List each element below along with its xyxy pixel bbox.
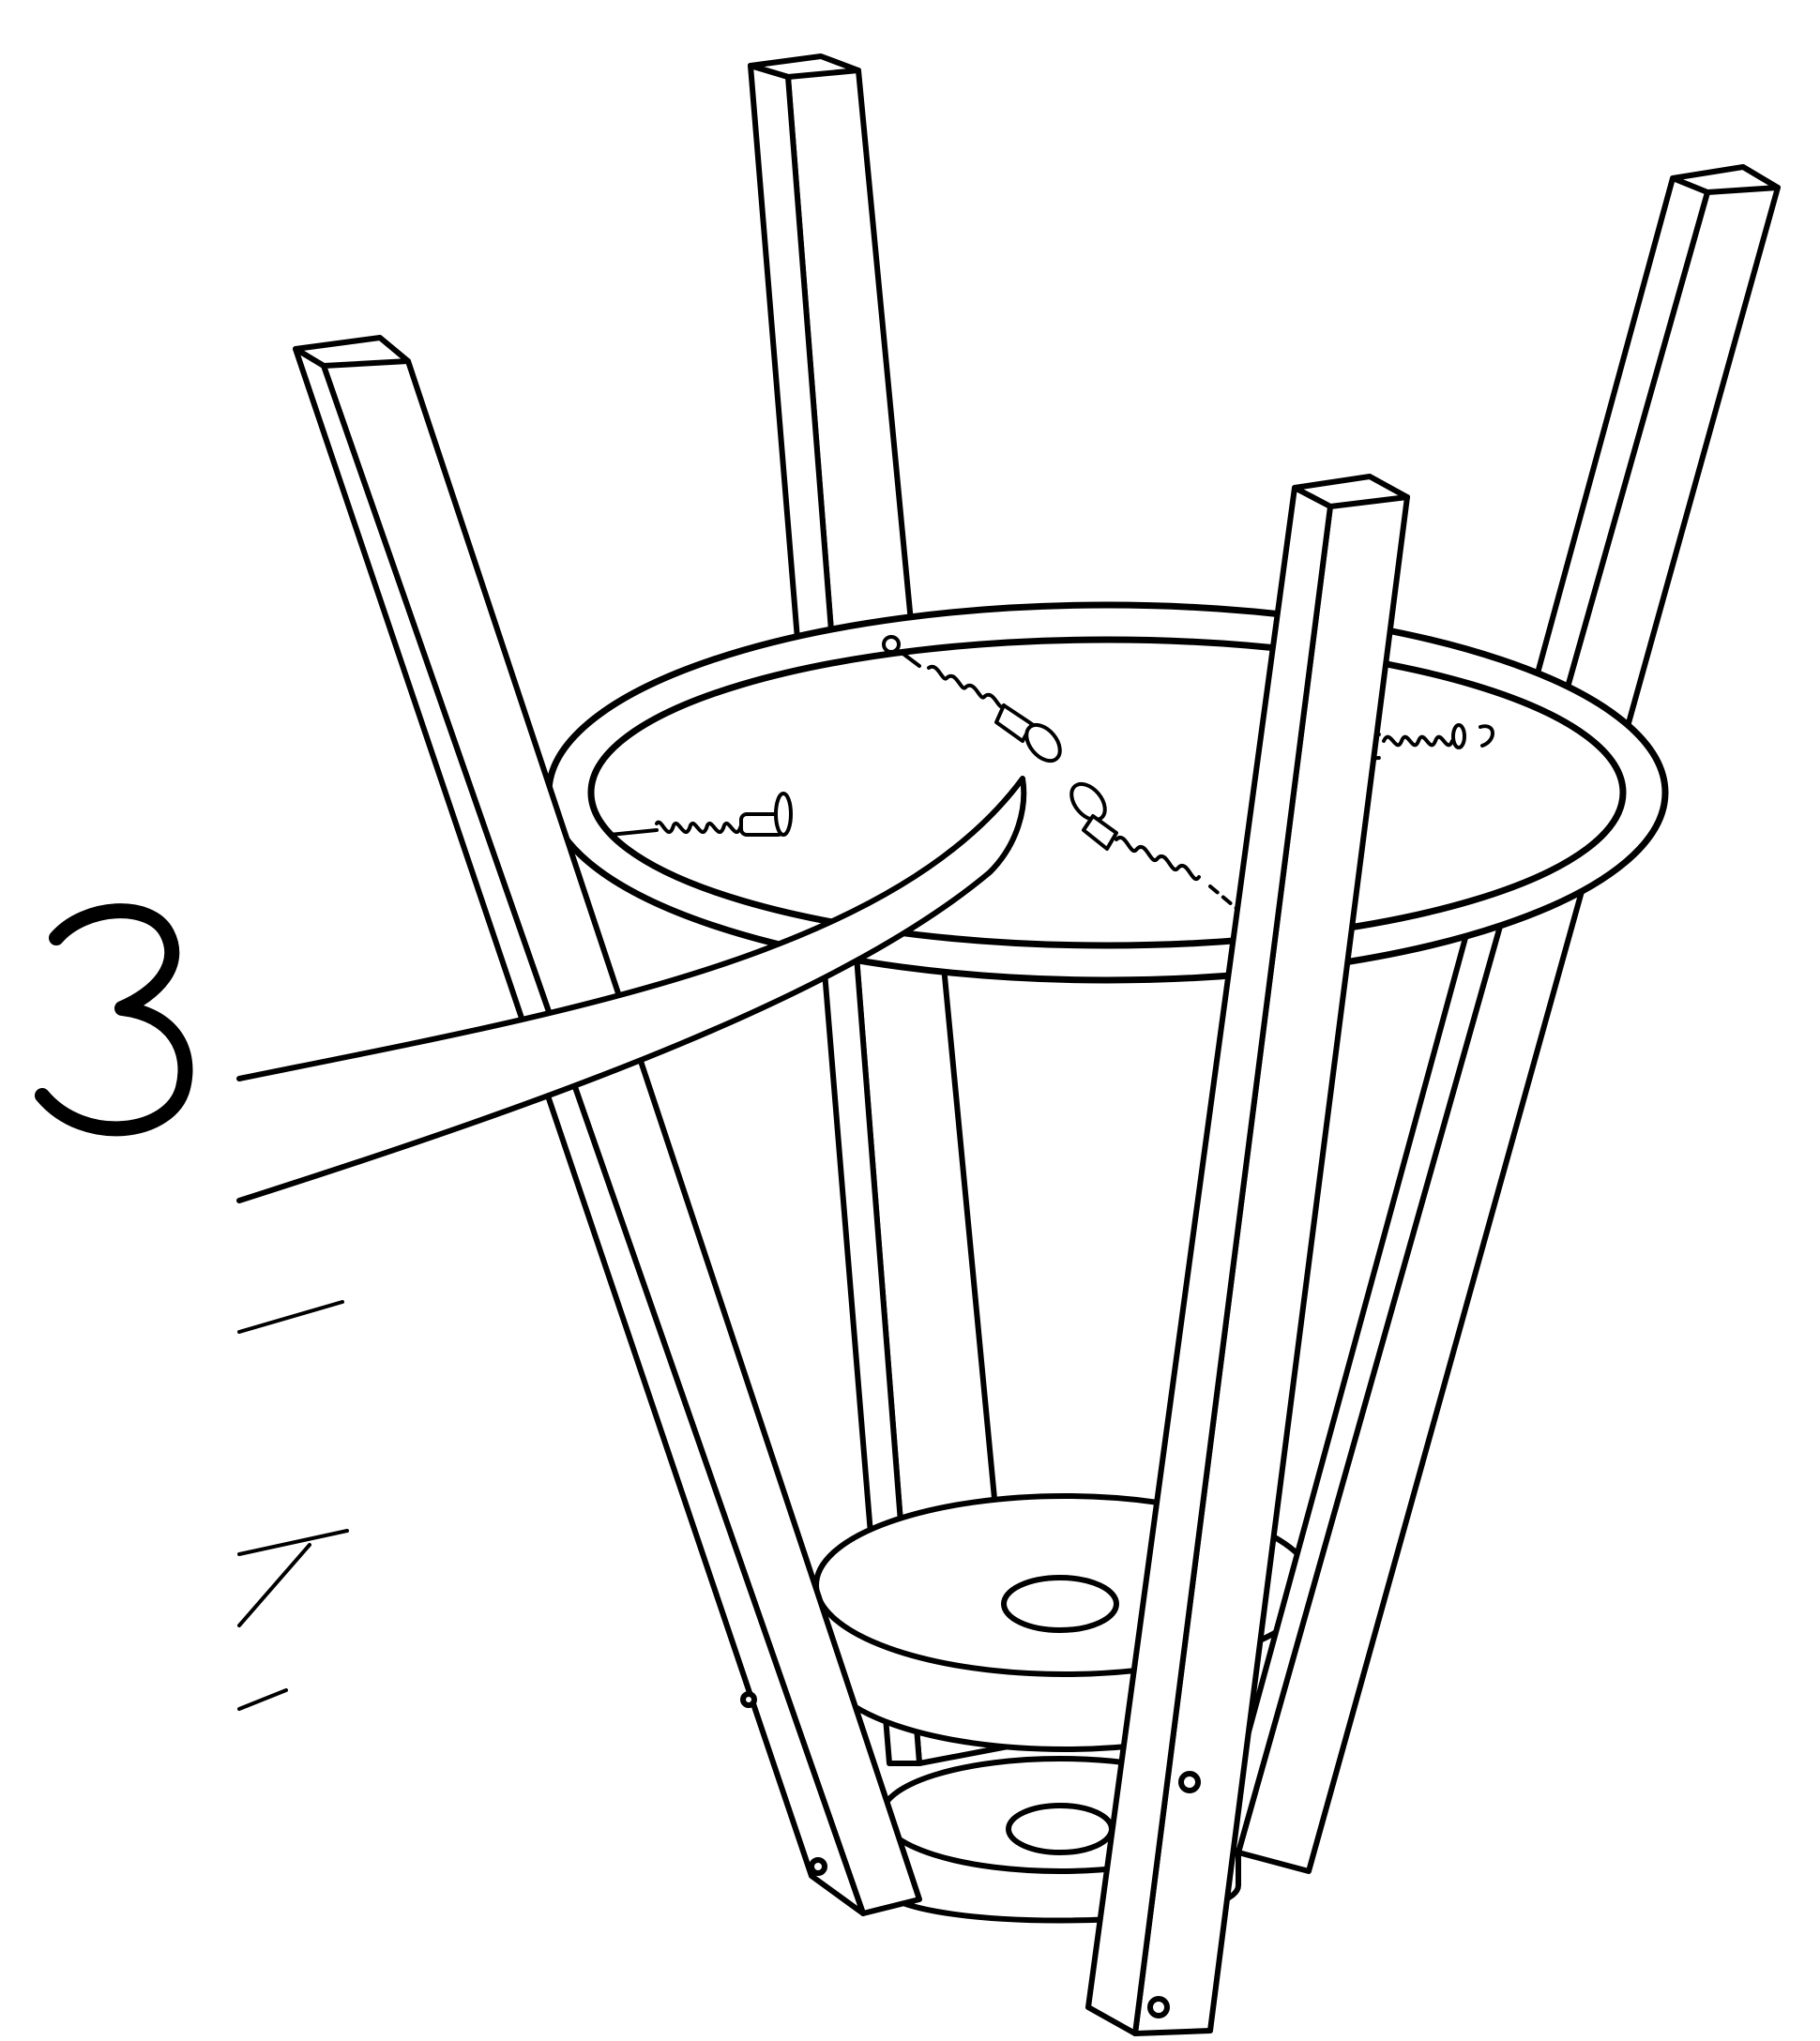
motion-lines [237,1300,349,1711]
screw-front-right [1069,781,1240,912]
screw-left [608,792,793,837]
leg-left [293,335,922,1916]
leg-front [1085,474,1410,2036]
leg-right-back [1217,164,1781,1874]
screw-back-center [882,635,1062,763]
step-number-glyph [35,903,193,1137]
upper-ring [545,601,1669,984]
rotation-arrow [236,776,1027,1203]
